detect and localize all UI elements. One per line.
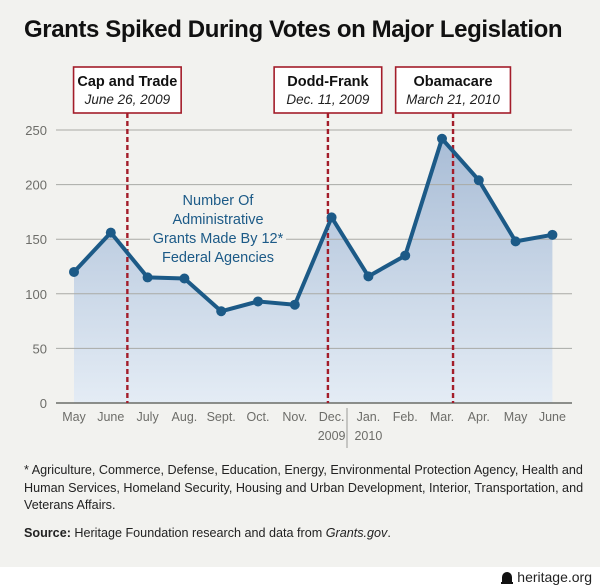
x-tick-label: Sept. (207, 410, 236, 424)
x-tick-label: Aug. (172, 410, 198, 424)
year-label: 2009 (318, 429, 346, 443)
event-name: Obamacare (414, 74, 493, 90)
chart-title: Grants Spiked During Votes on Major Legi… (24, 16, 563, 43)
y-tick-label: 200 (25, 178, 47, 193)
series-label-line: Federal Agencies (162, 250, 274, 266)
data-point (105, 227, 116, 238)
gridline-knockout (150, 236, 286, 243)
y-tick-label: 50 (33, 341, 47, 356)
x-tick-label: July (136, 410, 159, 424)
x-tick-label: Mar. (430, 410, 454, 424)
x-tick-label: Dec. (319, 410, 345, 424)
logo-text: heritage.org (517, 568, 592, 585)
x-tick-label: May (62, 410, 86, 424)
y-tick-label: 150 (25, 232, 47, 247)
event-name: Dodd-Frank (287, 74, 369, 90)
data-point (326, 212, 337, 223)
liberty-bell-icon (501, 571, 514, 584)
event-name: Cap and Trade (77, 74, 177, 90)
series-line (72, 136, 555, 314)
series-area (74, 138, 553, 403)
data-point (253, 296, 263, 307)
data-point (473, 175, 484, 186)
series-label-line: Number Of (183, 193, 255, 209)
source-note: Source: Heritage Foundation research and… (24, 526, 391, 540)
series-label-line: Grants Made By 12* (153, 231, 284, 247)
data-point (289, 299, 300, 310)
event-box (394, 66, 512, 114)
series-label-line: Administrative (172, 212, 263, 228)
year-label: 2010 (354, 429, 382, 443)
footnote: * Agriculture, Commerce, Defense, Educat… (24, 463, 584, 512)
event-box (72, 66, 182, 114)
x-tick-label: Oct. (247, 410, 270, 424)
y-tick-label: 250 (25, 123, 47, 138)
source-text: Heritage Foundation research and data fr… (70, 526, 326, 540)
line-chart: 0 50 100 150 200 250 Number Of Administrative G… (25, 66, 572, 448)
data-point (547, 229, 558, 240)
heritage-logo[interactable]: heritage.org (501, 567, 592, 586)
data-point (142, 272, 153, 283)
data-point (179, 273, 190, 284)
event-date: March 21, 2010 (406, 92, 500, 107)
data-point (510, 236, 521, 247)
y-tick-label: 0 (40, 396, 47, 411)
data-point (437, 133, 447, 144)
x-tick-label: Jan. (357, 410, 381, 424)
x-tick-label: June (539, 410, 566, 424)
event-date: Dec. 11, 2009 (286, 92, 370, 107)
x-tick-label: May (504, 410, 528, 424)
source-label: Source: (24, 526, 71, 540)
y-tick-label: 100 (25, 287, 47, 302)
event-box (273, 66, 383, 114)
data-point (216, 306, 227, 317)
data-point (363, 271, 374, 282)
data-point (400, 250, 411, 261)
source-end: . (387, 526, 391, 540)
source-link-text: Grants.gov (325, 526, 388, 540)
x-tick-label: Nov. (282, 410, 307, 424)
x-tick-label: Apr. (468, 410, 490, 424)
data-point (69, 266, 79, 277)
x-tick-label: June (97, 410, 124, 424)
event-date: June 26, 2009 (84, 92, 171, 107)
x-tick-label: Feb. (393, 410, 418, 424)
